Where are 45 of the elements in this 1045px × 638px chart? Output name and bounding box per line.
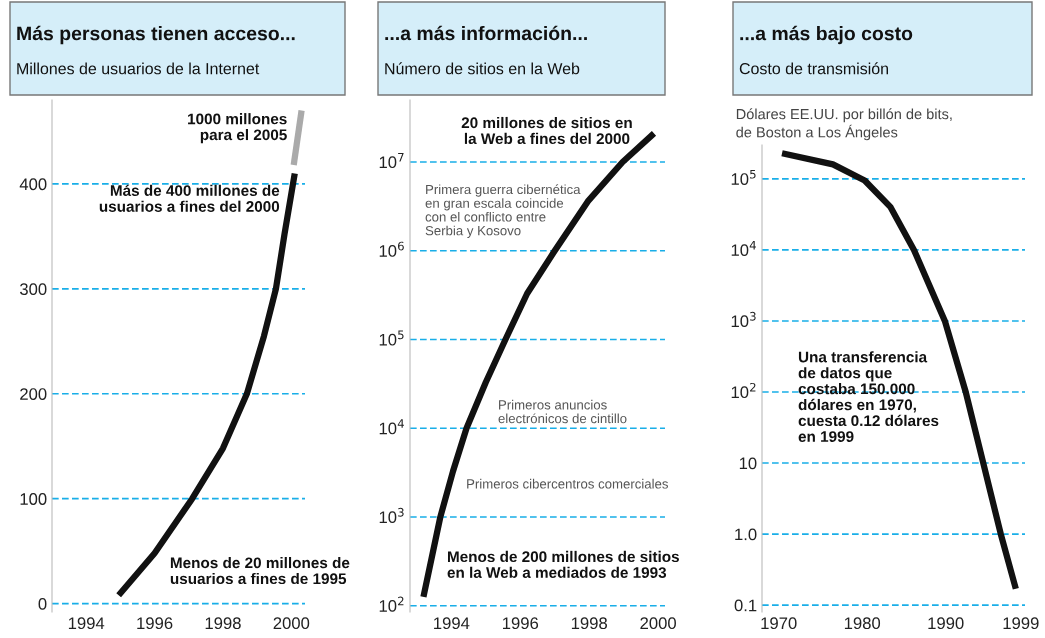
- annotation: Primeros cibercentros comerciales: [467, 478, 668, 489]
- chart-subtitle: Millones de usuarios de la Internet: [17, 62, 260, 75]
- y-tick-label: 400: [19, 178, 47, 191]
- y-tick-label: 0.1: [734, 599, 757, 612]
- x-tick-label: 1994: [68, 617, 105, 630]
- y-tick-label: 100: [20, 493, 47, 505]
- y-tick-label: 10$^{3}$: [379, 507, 404, 524]
- annotation: Más de 400 millones de usuarios a fines del 2000: [99, 184, 280, 212]
- y-tick-label: 10$^{2}$: [731, 382, 756, 399]
- x-tick-label: 1980: [844, 617, 881, 630]
- annotation: Primera guerra cibernética en gran escala coincide con el conflicto entre Serbia y Kosovo: [425, 184, 581, 238]
- annotation: Menos de 20 millones de usuarios a fines de 1995: [170, 556, 350, 585]
- y-tick-label: 200: [20, 388, 47, 400]
- y-tick-label: 10$^{5}$: [731, 169, 756, 185]
- y-tick-label: 10$^{7}$: [379, 153, 404, 169]
- y-tick-label: 10: [739, 457, 757, 470]
- chart-title: ...a más bajo costo: [740, 25, 913, 45]
- x-tick-label: 1994: [434, 617, 470, 630]
- chart-subtitle: Número de sitios en la Web: [385, 62, 580, 75]
- x-tick-label: 2000: [273, 617, 310, 630]
- x-tick-label: 1990: [928, 617, 964, 630]
- y-tick-label: 10$^{4}$: [731, 240, 756, 257]
- y-tick-label: 10$^{3}$: [731, 311, 756, 328]
- y-tick-label: 1.0: [735, 528, 757, 541]
- x-tick-label: 1996: [137, 617, 173, 630]
- chart-title: Más personas tienen acceso...: [17, 25, 295, 45]
- annotation: 20 millones de sitios en la Web a fines del 2000: [461, 116, 632, 145]
- annotation: Primeros anuncios electrónicos de cintillo: [498, 399, 627, 424]
- x-tick-label: 1970: [761, 617, 797, 630]
- y-tick-label: 300: [19, 283, 47, 296]
- chart-title: ...a más información...: [385, 25, 587, 41]
- y-axis-title: Dólares EE.UU. por billón de bits, de Boston a Los Ángeles: [736, 108, 952, 141]
- chart-subtitle: Costo de transmisión: [739, 62, 888, 75]
- y-tick-label: 10$^{4}$: [379, 419, 404, 435]
- y-tick-label: 10$^{5}$: [379, 330, 404, 346]
- x-tick-label: 1998: [571, 617, 607, 630]
- x-tick-label: 1999: [1003, 617, 1039, 630]
- y-tick-label: 10$^{2}$: [379, 596, 404, 612]
- y-tick-label: 0: [38, 598, 47, 610]
- y-tick-label: 10$^{6}$: [379, 241, 404, 257]
- x-tick-label: 2000: [640, 617, 676, 630]
- annotation: Menos de 200 millones de sitios en la Web a mediados de 1993: [447, 550, 679, 578]
- x-tick-label: 1996: [503, 617, 539, 630]
- x-tick-label: 1998: [205, 617, 241, 630]
- annotation: 1000 millones para el 2005: [188, 113, 287, 144]
